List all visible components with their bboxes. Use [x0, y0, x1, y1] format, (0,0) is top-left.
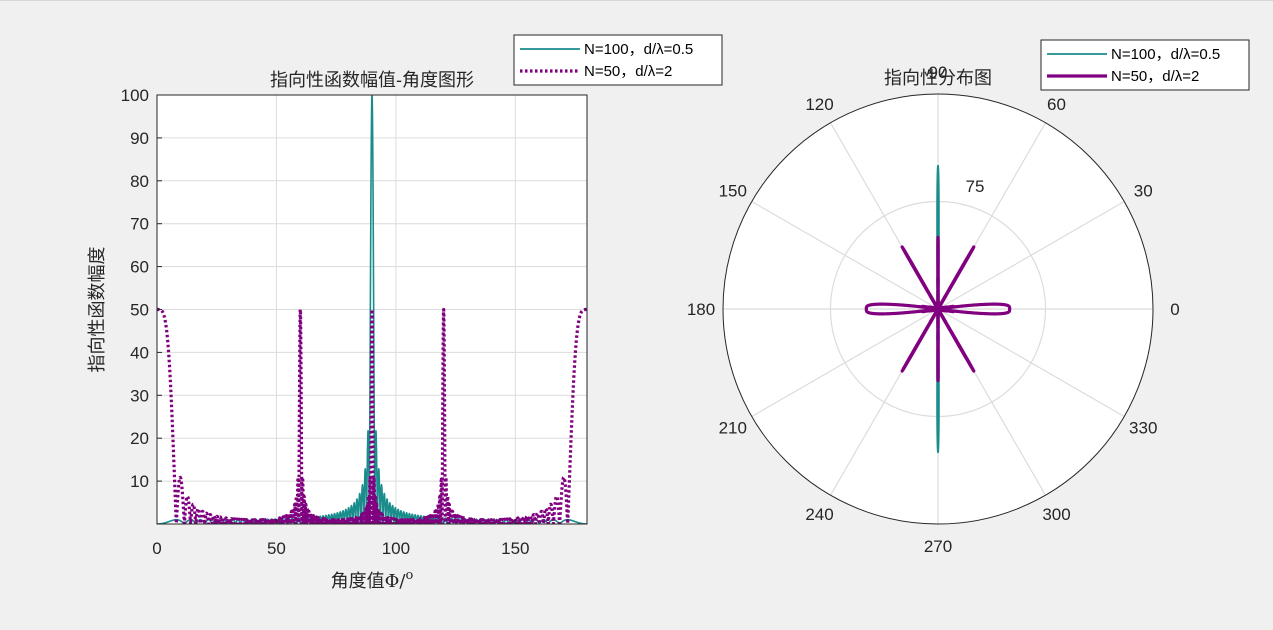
cartesian-tick-labels: 0 50 100 150 10 20 30 40 50 60 70 80 90 100 [121, 86, 530, 558]
polar-title: 指向性分布图 [884, 68, 992, 89]
x-tick-label-1: 50 [267, 539, 286, 558]
y-tick-label-9: 100 [121, 86, 149, 105]
polar-spoke-1 [937, 200, 1125, 310]
x-tick-label-3: 150 [501, 539, 529, 558]
y-tick-label-5: 60 [130, 258, 149, 277]
polar-legend-label-1: N=50，d/λ=2 [1111, 68, 1199, 85]
x-tick-label-0: 0 [152, 539, 161, 558]
y-tick-label-2: 30 [130, 386, 149, 405]
polar-angle-label-1: 30 [1134, 182, 1153, 201]
polar-angle-label-3: 90 [929, 63, 948, 82]
cartesian-plot: 0 50 100 150 10 20 30 40 50 60 70 80 90 100 指向性函数幅值-角… [87, 34, 723, 592]
y-tick-label-4: 50 [130, 301, 149, 320]
y-tick-label-8: 90 [130, 129, 149, 148]
polar-spoke-5 [751, 200, 939, 310]
x-tick-label-2: 100 [382, 539, 410, 558]
polar-angle-label-5: 150 [719, 182, 747, 201]
polar-legend-label-0: N=100，d/λ=0.5 [1111, 46, 1220, 63]
y-tick-label-7: 80 [130, 172, 149, 191]
y-tick-label-0: 10 [130, 472, 149, 491]
polar-legend-box [1040, 39, 1250, 91]
window-top-border [0, 0, 1273, 5]
polar-angle-label-8: 240 [805, 505, 833, 524]
polar-series-1 [864, 235, 1012, 383]
cartesian-legend: N=100，d/λ=0.5 N=50，d/λ=2 [513, 34, 723, 86]
cartesian-legend-box [513, 34, 723, 86]
polar-angle-label-11: 330 [1129, 419, 1157, 438]
polar-angle-label-0: 0 [1170, 300, 1179, 319]
polar-radius-tick-label: 75 [966, 177, 985, 196]
polar-angle-label-4: 120 [805, 95, 833, 114]
polar-series-group [864, 164, 1012, 454]
polar-angle-labels: 0 30 60 90 120 150 180 210 240 270 300 330 [687, 63, 1180, 556]
cartesian-title: 指向性函数幅值-角度图形 [270, 70, 474, 91]
polar-spoke-11 [937, 308, 1125, 418]
polar-angle-label-7: 210 [719, 419, 747, 438]
polar-legend: N=100，d/λ=0.5 N=50，d/λ=2 [1040, 39, 1250, 91]
cartesian-x-axis-label-main: 角度值Φ/ [331, 571, 407, 592]
cartesian-legend-label-0: N=100，d/λ=0.5 [584, 41, 693, 58]
cartesian-grid [157, 94, 587, 524]
cartesian-x-axis-label-superscript: o [406, 568, 414, 583]
polar-spoke-7 [751, 308, 939, 418]
y-tick-label-3: 40 [130, 343, 149, 362]
polar-angle-label-10: 300 [1042, 505, 1070, 524]
polar-angle-label-2: 60 [1047, 95, 1066, 114]
y-tick-label-6: 70 [130, 215, 149, 234]
cartesian-y-axis-label: 指向性函数幅度 [87, 247, 108, 373]
y-tick-label-1: 20 [130, 429, 149, 448]
cartesian-x-axis-label: 角度值Φ/o [331, 568, 414, 592]
cartesian-legend-label-1: N=50，d/λ=2 [584, 63, 672, 80]
polar-angle-label-9: 270 [924, 537, 952, 556]
polar-plot: 0 30 60 90 120 150 180 210 240 270 300 330 75 指向性分布… [687, 39, 1250, 556]
polar-angle-label-6: 180 [687, 300, 715, 319]
polar-outer-ring [722, 93, 1154, 525]
